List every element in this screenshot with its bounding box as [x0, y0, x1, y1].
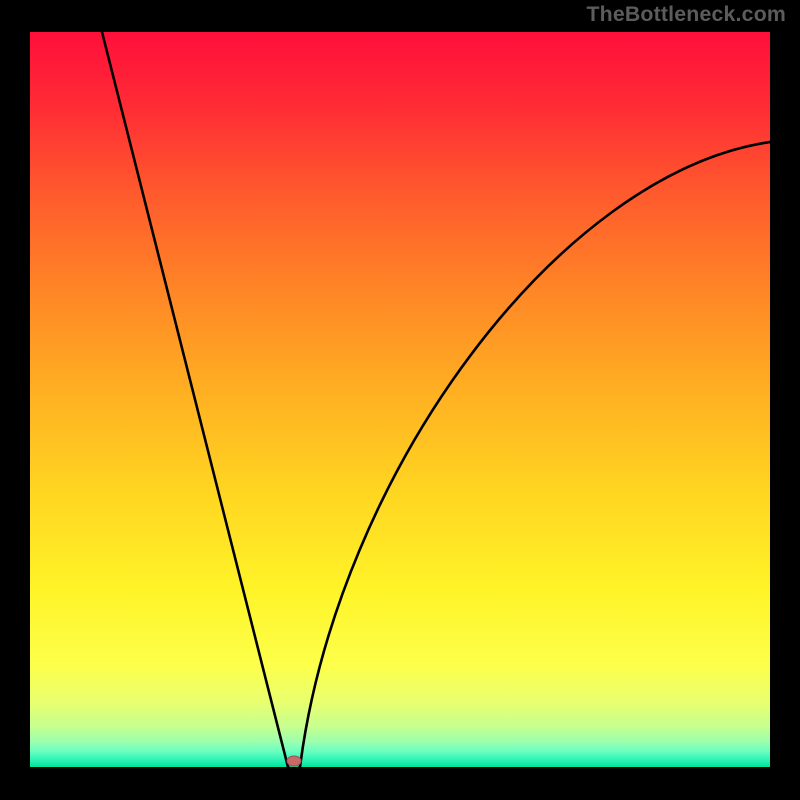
chart-root: TheBottleneck.com: [0, 0, 800, 800]
optimum-marker: [287, 756, 301, 766]
chart-svg: [0, 0, 800, 800]
plot-area: [30, 32, 770, 767]
